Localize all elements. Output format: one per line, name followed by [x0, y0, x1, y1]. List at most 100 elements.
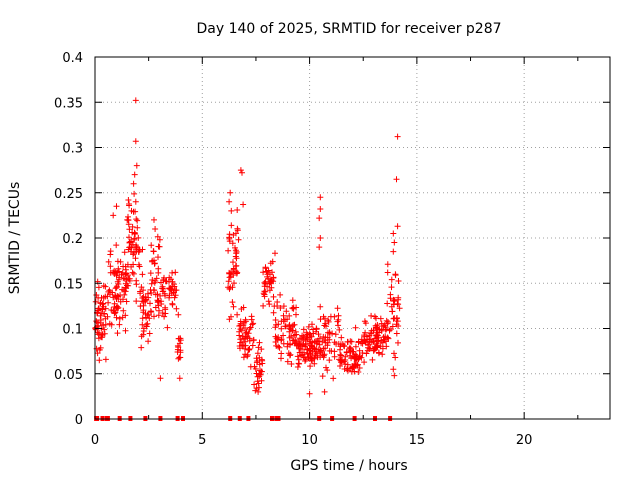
data-point — [394, 223, 401, 230]
data-point — [238, 339, 245, 346]
data-point — [230, 259, 236, 266]
data-point — [123, 298, 130, 305]
data-point — [374, 344, 381, 351]
data-point — [329, 330, 336, 337]
data-point — [390, 230, 397, 237]
data-point — [261, 279, 268, 286]
data-point — [105, 299, 112, 306]
data-point — [125, 197, 132, 203]
data-point — [171, 294, 178, 301]
data-point — [132, 138, 139, 145]
data-point — [332, 331, 339, 338]
data-point — [130, 261, 137, 268]
data-point — [325, 317, 332, 324]
data-point — [381, 336, 388, 343]
data-point — [139, 246, 146, 253]
data-point — [256, 339, 263, 346]
data-point — [392, 354, 399, 361]
data-point — [260, 269, 267, 276]
data-point — [234, 225, 241, 232]
data-point — [118, 271, 125, 278]
data-point — [242, 342, 249, 349]
data-point — [97, 300, 104, 307]
data-point — [317, 303, 324, 310]
data-point — [393, 176, 400, 183]
data-point — [298, 352, 304, 359]
data-point — [391, 350, 397, 357]
data-point — [130, 180, 137, 187]
data-point — [358, 340, 365, 347]
data-point — [168, 276, 174, 283]
data-point — [232, 244, 238, 251]
data-point — [152, 304, 159, 311]
data-point — [244, 353, 251, 360]
data-point — [166, 294, 173, 301]
data-point — [152, 278, 159, 284]
data-point — [132, 255, 139, 262]
data-point — [92, 324, 99, 331]
data-point — [349, 364, 356, 371]
data-point — [331, 353, 338, 360]
data-point — [226, 234, 233, 241]
data-point — [372, 335, 378, 342]
data-point — [291, 332, 298, 339]
data-point — [383, 343, 390, 350]
data-point — [393, 321, 400, 328]
data-point — [113, 284, 120, 291]
data-point — [319, 373, 326, 380]
data-point — [229, 299, 236, 306]
data-point — [361, 359, 368, 366]
data-point — [239, 169, 245, 176]
data-point — [132, 97, 139, 104]
data-point — [251, 363, 258, 370]
data-point — [288, 361, 295, 367]
data-point — [377, 343, 384, 350]
y-tick-label: 0.4 — [62, 51, 83, 66]
y-axis-label: SRMTID / TECUs — [7, 182, 23, 295]
data-point — [134, 224, 141, 231]
data-point — [119, 314, 126, 321]
data-point — [284, 358, 291, 365]
data-point — [124, 216, 131, 223]
data-point — [131, 190, 138, 197]
data-point — [365, 344, 371, 351]
data-point — [159, 310, 166, 316]
data-point — [105, 258, 112, 265]
data-point — [394, 133, 401, 140]
data-point — [368, 330, 375, 337]
chart-title: Day 140 of 2025, SRMTID for receiver p28… — [196, 21, 501, 37]
data-point — [368, 312, 375, 319]
data-point — [344, 338, 351, 345]
data-point — [133, 281, 140, 288]
data-point — [246, 337, 253, 344]
data-point — [150, 248, 157, 255]
data-point — [120, 307, 127, 314]
data-point — [107, 251, 114, 258]
data-point — [243, 333, 249, 340]
data-point — [256, 384, 262, 391]
data-point — [134, 217, 141, 224]
data-point — [113, 242, 120, 249]
data-point — [257, 367, 263, 374]
data-point — [305, 323, 312, 330]
data-point — [388, 276, 395, 283]
data-point — [230, 303, 237, 310]
data-point — [112, 269, 119, 275]
data-point — [388, 284, 395, 291]
data-point — [342, 353, 349, 360]
data-point — [133, 298, 140, 305]
data-point — [164, 324, 171, 331]
data-point — [283, 308, 290, 315]
data-point — [336, 326, 343, 333]
data-point — [334, 305, 341, 312]
data-point — [138, 284, 145, 291]
y-tick-label: 0.2 — [62, 232, 83, 247]
data-point — [137, 303, 144, 310]
data-point — [228, 222, 235, 229]
data-point — [169, 283, 176, 290]
data-point — [255, 344, 262, 351]
data-point — [338, 352, 345, 359]
data-point — [376, 350, 382, 357]
data-point — [294, 364, 301, 370]
